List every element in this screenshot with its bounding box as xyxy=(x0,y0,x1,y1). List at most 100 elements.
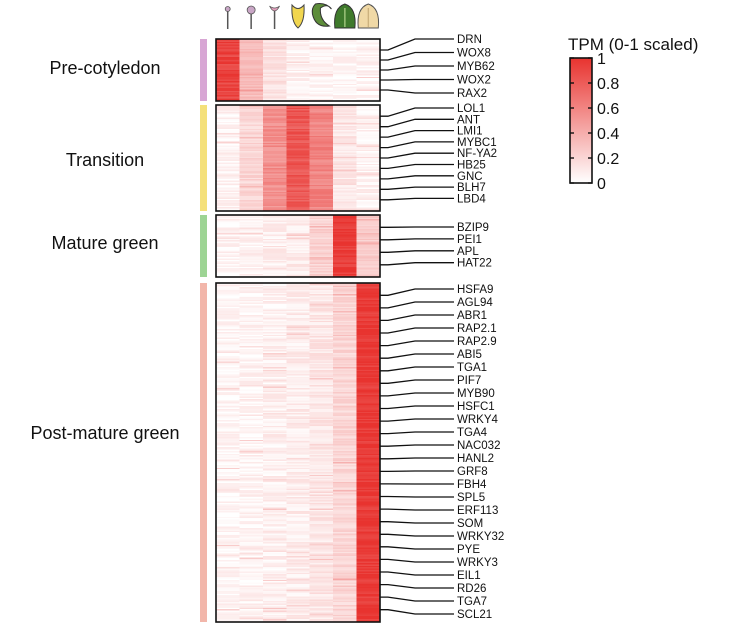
gene-label-tga4: TGA4 xyxy=(380,427,488,439)
svg-text:GRF8: GRF8 xyxy=(457,466,488,478)
heatmap-block-transition xyxy=(215,104,381,212)
gene-label-pif7: PIF7 xyxy=(380,375,481,387)
svg-text:0: 0 xyxy=(597,176,606,193)
gene-label-rap2-1: RAP2.1 xyxy=(380,323,497,335)
svg-text:RAP2.1: RAP2.1 xyxy=(457,323,497,335)
gene-label-lbd4: LBD4 xyxy=(380,193,486,205)
legend-tick: 1 xyxy=(570,51,606,68)
gene-label-hsfa9: HSFA9 xyxy=(380,284,493,296)
gene-label-bzip9: BZIP9 xyxy=(380,222,489,234)
svg-text:PIF7: PIF7 xyxy=(457,375,481,387)
gene-label-wox2: WOX2 xyxy=(380,75,491,87)
svg-text:ANT: ANT xyxy=(457,114,480,126)
svg-text:0.4: 0.4 xyxy=(597,126,619,143)
legend-tick: 0.2 xyxy=(570,151,619,168)
svg-text:APL: APL xyxy=(457,246,479,258)
torpedo-icon xyxy=(291,3,305,29)
svg-text:ABI5: ABI5 xyxy=(457,349,482,361)
gene-label-hsfc1: HSFC1 xyxy=(380,401,495,413)
heatmap-block-post-mature-green xyxy=(215,282,381,623)
svg-text:ABR1: ABR1 xyxy=(457,310,487,322)
svg-text:WOX2: WOX2 xyxy=(457,75,491,87)
gene-label-abi5: ABI5 xyxy=(380,349,482,361)
heatmap-frame-mature-green xyxy=(215,214,381,278)
gene-label-wox8: WOX8 xyxy=(380,48,491,61)
gene-label-rax2: RAX2 xyxy=(380,88,487,100)
svg-text:GNC: GNC xyxy=(457,171,483,183)
gene-label-grf8: GRF8 xyxy=(380,466,488,478)
svg-text:HSFC1: HSFC1 xyxy=(457,401,495,413)
legend-tick: 0.6 xyxy=(570,101,619,118)
gene-label-hb25: HB25 xyxy=(380,160,486,172)
cluster-label-mature-green: Mature green xyxy=(51,233,158,253)
svg-text:TGA7: TGA7 xyxy=(457,596,487,608)
gene-label-hanl2: HANL2 xyxy=(380,453,494,465)
gene-label-ant: ANT xyxy=(380,114,480,128)
gene-label-rd26: RD26 xyxy=(380,583,486,595)
gene-label-pei1: PEI1 xyxy=(380,234,482,246)
color-legend: TPM (0-1 scaled)1 0.8 0.6 0.4 0.2 0 xyxy=(568,35,698,193)
gene-label-fbh4: FBH4 xyxy=(380,479,487,491)
legend-tick: 0.4 xyxy=(570,126,619,143)
gene-label-abr1: ABR1 xyxy=(380,310,487,322)
gene-label-nac032: NAC032 xyxy=(380,440,500,452)
svg-text:SCL21: SCL21 xyxy=(457,609,492,621)
svg-text:DRN: DRN xyxy=(457,34,482,46)
stage-icons xyxy=(224,3,380,29)
gene-label-lol1: LOL1 xyxy=(380,103,485,117)
heart-icon xyxy=(269,5,280,29)
svg-text:0.6: 0.6 xyxy=(597,101,619,118)
svg-text:BLH7: BLH7 xyxy=(457,182,486,194)
cluster-label-transition: Transition xyxy=(66,150,144,170)
svg-text:PYE: PYE xyxy=(457,544,480,556)
legend-colorbar xyxy=(569,57,593,184)
gene-label-som: SOM xyxy=(380,518,483,530)
svg-text:RAX2: RAX2 xyxy=(457,88,487,100)
svg-text:0.8: 0.8 xyxy=(597,76,619,93)
svg-text:WRKY32: WRKY32 xyxy=(457,531,504,543)
svg-text:SPL5: SPL5 xyxy=(457,492,485,504)
gene-label-myb90: MYB90 xyxy=(380,388,495,400)
gene-label-blh7: BLH7 xyxy=(380,182,486,194)
svg-text:LOL1: LOL1 xyxy=(457,103,485,115)
svg-text:LMI1: LMI1 xyxy=(457,126,483,138)
heatmap-body xyxy=(215,38,381,623)
svg-text:NAC032: NAC032 xyxy=(457,440,500,452)
gene-label-apl: APL xyxy=(380,246,479,258)
legend-tick: 0 xyxy=(570,176,606,193)
svg-text:MYBC1: MYBC1 xyxy=(457,137,497,149)
gene-label-myb62: MYB62 xyxy=(380,61,495,73)
svg-text:ERF113: ERF113 xyxy=(457,505,498,517)
cluster-labels: Pre-cotyledon Transition Mature green Post-… xyxy=(30,58,179,443)
gene-label-lmi1: LMI1 xyxy=(380,126,483,138)
svg-text:HB25: HB25 xyxy=(457,160,486,172)
gene-label-scl21: SCL21 xyxy=(380,609,492,621)
sidebar-post-mature-green xyxy=(200,283,207,622)
gene-label-drn: DRN xyxy=(380,34,482,51)
gene-label-hat22: HAT22 xyxy=(380,258,492,270)
globular-icon xyxy=(246,5,256,29)
gene-label-nf-ya2: NF-YA2 xyxy=(380,148,497,160)
gene-label-spl5: SPL5 xyxy=(380,492,485,504)
gene-label-pye: PYE xyxy=(380,544,480,556)
gene-label-wrky3: WRKY3 xyxy=(380,557,498,569)
gene-label-agl94: AGL94 xyxy=(380,297,493,309)
heatmap-block-mature-green xyxy=(215,214,381,278)
cluster-sidebars xyxy=(200,39,207,622)
svg-text:WOX8: WOX8 xyxy=(457,48,491,60)
svg-text:BZIP9: BZIP9 xyxy=(457,222,489,234)
svg-text:MYB90: MYB90 xyxy=(457,388,495,400)
sidebar-transition xyxy=(200,105,207,211)
legend-tick: 0.8 xyxy=(570,76,619,93)
gene-label-rap2-9: RAP2.9 xyxy=(380,336,497,348)
heatmap-frame-post-mature-green xyxy=(215,282,381,623)
gene-label-gnc: GNC xyxy=(380,171,483,183)
svg-text:0.2: 0.2 xyxy=(597,151,619,168)
proembryo-icon xyxy=(224,6,231,29)
bent-cotyledon-icon xyxy=(311,3,332,27)
svg-text:PEI1: PEI1 xyxy=(457,234,482,246)
post-mature-green-icon xyxy=(357,3,380,29)
svg-text:RD26: RD26 xyxy=(457,583,486,595)
